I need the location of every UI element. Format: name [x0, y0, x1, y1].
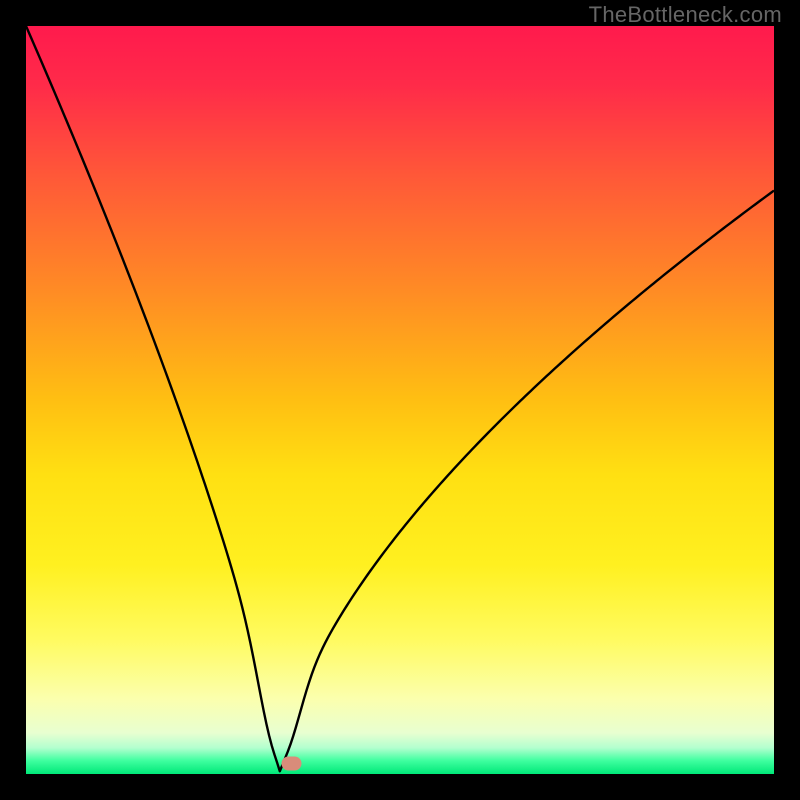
watermark-text: TheBottleneck.com [589, 2, 782, 28]
optimal-point-marker [282, 757, 302, 771]
chart-frame [0, 0, 800, 800]
chart-svg [26, 26, 774, 774]
gradient-background [26, 26, 774, 774]
